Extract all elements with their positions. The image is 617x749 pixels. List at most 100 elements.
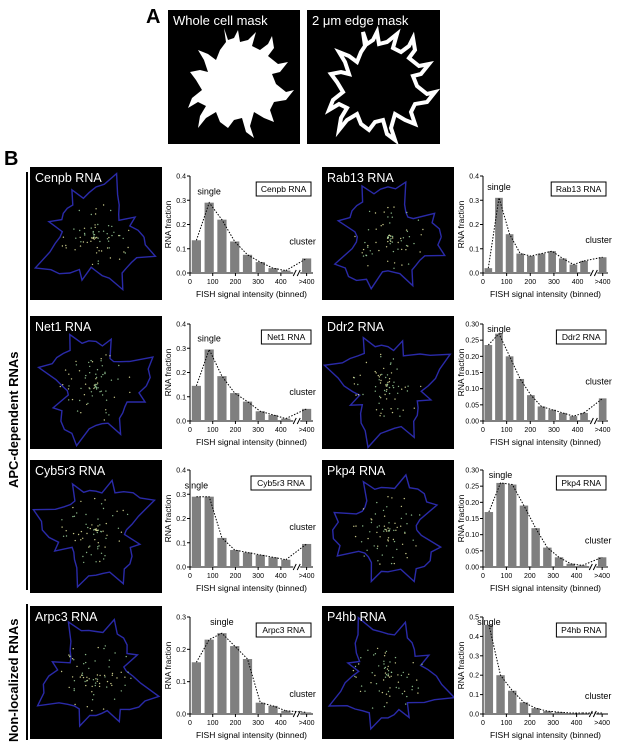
rna-spot [114, 652, 116, 654]
rna-spot [120, 690, 123, 692]
rna-spot [385, 390, 388, 393]
x-tick-label: 100 [207, 427, 219, 434]
rna-spot [391, 235, 394, 238]
y-tick-label: 0.00 [465, 419, 479, 426]
rna-spot [70, 378, 73, 380]
rna-spot [389, 239, 391, 241]
y-tick-label: 0.0 [176, 271, 186, 278]
rna-spot [68, 686, 70, 689]
cell-membrane-outline [333, 180, 446, 291]
net1-image-label: Net1 RNA [35, 320, 92, 334]
rna-spot [383, 367, 385, 370]
y-tick-label: 0.0 [176, 712, 186, 719]
rna-spot [102, 230, 105, 232]
rna-spot [389, 222, 391, 224]
rna-spot [84, 234, 86, 236]
gene-name-box [555, 475, 607, 491]
y-tick-label: 0.1 [176, 394, 186, 401]
x-tick-label: 200 [230, 573, 242, 580]
cluster-annotation: cluster [289, 689, 316, 699]
rna-spot [353, 525, 355, 527]
rna-spot [362, 393, 364, 396]
rna-spot [73, 688, 75, 690]
rna-spot [100, 376, 103, 378]
rna-spot [109, 257, 112, 259]
rna-spot [90, 240, 92, 242]
rna-spot [395, 686, 397, 689]
rna-spot [357, 383, 359, 386]
rna-spot [62, 236, 65, 238]
histogram-bar [569, 264, 578, 273]
rna-spot [391, 411, 394, 414]
rna-spot [390, 408, 392, 410]
x-tick-label: 200 [524, 573, 536, 580]
rna-spot [365, 254, 367, 256]
rna-spot [86, 676, 88, 678]
histogram-bar [217, 376, 227, 421]
x-tick-label: 200 [524, 279, 536, 286]
trend-line [487, 197, 585, 269]
rna-spot [104, 371, 106, 373]
rna-spot [94, 684, 97, 687]
histogram-bar [217, 633, 227, 714]
rna-spot [380, 397, 382, 399]
x-tick-label: 400 [571, 573, 583, 580]
rna-spot [113, 231, 115, 233]
rna-spot [387, 539, 389, 541]
rna-spot [378, 525, 380, 527]
rna-spot [398, 687, 400, 689]
histogram-bar [217, 219, 227, 273]
cell-outline-shape [331, 473, 443, 584]
y-tick-label: 0.5 [469, 615, 479, 622]
rna-spot [73, 659, 75, 661]
x-tick-label: >400 [595, 427, 611, 434]
rna-spot [392, 358, 395, 360]
rna-spot [94, 539, 96, 541]
rna-spot [419, 251, 421, 253]
rna-spot [417, 219, 420, 221]
rna-spot [80, 539, 82, 541]
axis-break-mark [588, 563, 593, 571]
rna-spot [69, 655, 71, 657]
rna-spot [387, 665, 389, 668]
axis-break-mark [296, 710, 301, 718]
histogram-bar [566, 563, 575, 567]
rna-spot [386, 389, 388, 391]
rna-spot [385, 384, 387, 386]
rna-spot [80, 387, 82, 390]
rna-spot [367, 229, 370, 231]
x-tick-label: 300 [252, 720, 264, 727]
rna-spot [68, 385, 70, 387]
gene-name-label: Net1 RNA [267, 332, 306, 342]
rna-spot [376, 647, 379, 650]
rna-spot [373, 654, 375, 656]
x-tick-label: >400 [299, 427, 315, 434]
rna-spot [397, 248, 399, 250]
histogram-svg: 0.0 0.1 0.2 0.3 0.4 RNA fraction 0 100 200 300 400… [163, 468, 316, 594]
rna-spot [420, 234, 422, 236]
rna-spot [397, 674, 399, 676]
y-tick-label: 0.4 [176, 174, 186, 181]
trend-line-end [583, 256, 603, 262]
rna-spot [360, 657, 362, 659]
rna-spot [406, 676, 408, 678]
histogram-bar [230, 241, 240, 273]
rna-spot [374, 386, 377, 388]
axis-break-mark [592, 563, 597, 571]
x-tick-label: 300 [252, 279, 264, 286]
rna-spot [390, 212, 392, 214]
rna-spot [79, 245, 82, 247]
rna-spot [71, 658, 74, 660]
x-tick-label: 200 [524, 427, 536, 434]
rna-spot [108, 659, 111, 661]
rna-spot [381, 373, 383, 376]
rna-spot [97, 548, 99, 550]
x-tick-label: 100 [207, 279, 219, 286]
rna-spot [102, 530, 104, 532]
cell-membrane-outline [32, 478, 156, 589]
rna-spot [389, 695, 391, 697]
trend-line [195, 632, 286, 712]
rna-spot [379, 374, 382, 376]
rna-spot [397, 385, 400, 388]
rna-spot [119, 234, 121, 237]
